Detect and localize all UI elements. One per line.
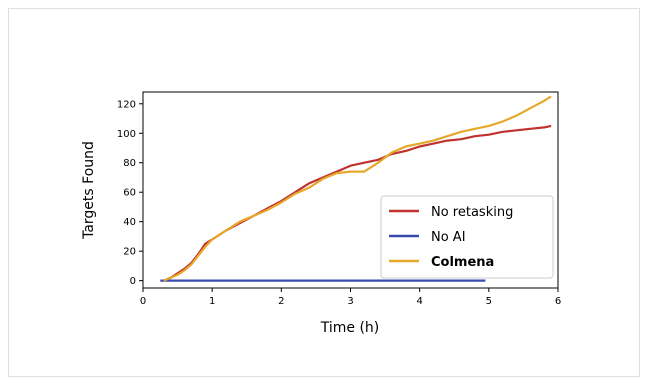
- legend: No retasking No AI Colmena: [380, 195, 554, 279]
- legend-label-no-retasking: No retasking: [431, 205, 513, 220]
- series-line-colmena: [163, 95, 552, 282]
- y-tick-label: 120: [117, 99, 136, 110]
- y-tick-label: 0: [130, 276, 136, 287]
- legend-label-colmena: Colmena: [431, 255, 494, 270]
- x-tick-label: 4: [416, 296, 422, 307]
- figure-frame: [8, 8, 640, 377]
- legend-label-no-ai: No AI: [431, 230, 466, 245]
- legend-box: [380, 195, 554, 279]
- y-tick-label: 100: [117, 129, 136, 140]
- x-axis-label: Time (h): [320, 320, 380, 336]
- x-tick-label: 5: [486, 296, 492, 307]
- y-tick-label: 40: [123, 217, 136, 228]
- x-tick-label: 2: [278, 296, 284, 307]
- x-tick-label: 3: [347, 296, 353, 307]
- x-tick-label: 1: [209, 296, 215, 307]
- x-tick-label: 0: [140, 296, 146, 307]
- x-tick-label: 6: [555, 296, 561, 307]
- y-tick-label: 60: [123, 188, 136, 199]
- y-tick-label: 80: [123, 158, 136, 169]
- y-axis-label: Targets Found: [81, 141, 97, 240]
- series-line-no-retasking: [163, 124, 552, 282]
- y-tick-label: 20: [123, 247, 136, 258]
